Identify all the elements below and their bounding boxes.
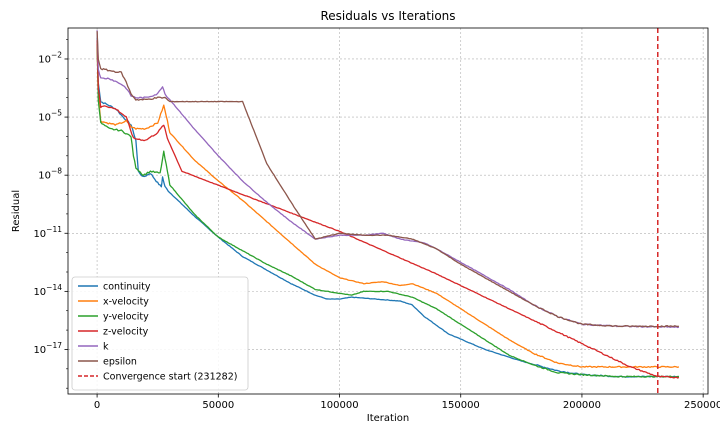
series-line-y-velocity bbox=[96, 41, 679, 378]
legend-entry: continuity bbox=[103, 282, 151, 293]
series-line-z-velocity bbox=[96, 39, 680, 379]
legend-entry: z-velocity bbox=[103, 327, 149, 338]
y-tick-label: 10−5 bbox=[38, 109, 62, 124]
chart-title: Residuals vs Iterations bbox=[320, 9, 455, 23]
grid bbox=[68, 28, 708, 394]
y-tick-label: 10−8 bbox=[38, 167, 62, 182]
legend-entry: x-velocity bbox=[103, 297, 149, 308]
series-line-x-velocity bbox=[96, 43, 680, 369]
x-tick-label: 50000 bbox=[202, 400, 234, 411]
y-axis-label: Residual bbox=[11, 190, 22, 232]
legend-box bbox=[71, 276, 249, 391]
y-tick-label: 10−17 bbox=[33, 341, 62, 356]
x-tick-label: 0 bbox=[94, 400, 100, 411]
plot-frame bbox=[67, 27, 709, 395]
x-tick-label: 250000 bbox=[684, 400, 720, 411]
x-tick-label: 150000 bbox=[442, 400, 480, 411]
legend-entry: epsilon bbox=[103, 357, 137, 368]
legend-entry: k bbox=[103, 342, 109, 353]
y-tick-label: 10−14 bbox=[33, 283, 62, 298]
x-ticks: 0 50000 100000 150000 200000 250000 bbox=[94, 394, 720, 411]
y-tick-label: 10−2 bbox=[38, 50, 62, 65]
legend-entry: Convergence start (231282) bbox=[103, 372, 237, 383]
x-tick-label: 100000 bbox=[320, 400, 358, 411]
legend-entry: y-velocity bbox=[103, 312, 149, 323]
y-tick-label: 10−11 bbox=[33, 225, 62, 240]
series-line-epsilon bbox=[96, 31, 680, 328]
legend: continuity x-velocity y-velocity z-velocity… bbox=[71, 276, 249, 391]
x-tick-label: 200000 bbox=[563, 400, 601, 411]
y-ticks: 10−17 10−14 10−11 10−8 10−5 10−2 bbox=[33, 39, 68, 389]
x-axis-label: Iteration bbox=[367, 413, 409, 424]
series-layer bbox=[96, 30, 680, 379]
